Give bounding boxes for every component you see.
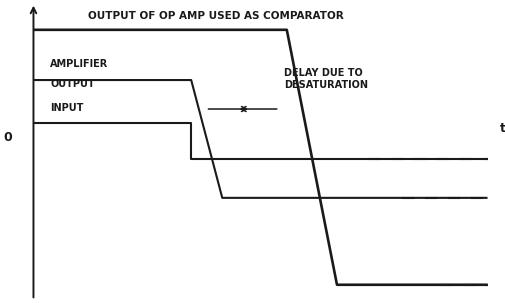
Text: 0: 0	[3, 132, 12, 145]
Text: AMPLIFIER: AMPLIFIER	[50, 59, 108, 69]
Text: t: t	[498, 122, 504, 135]
Text: DELAY DUE TO
DESATURATION: DELAY DUE TO DESATURATION	[284, 68, 368, 90]
Text: INPUT: INPUT	[50, 103, 83, 113]
Text: OUTPUT OF OP AMP USED AS COMPARATOR: OUTPUT OF OP AMP USED AS COMPARATOR	[88, 11, 343, 21]
Text: OUTPUT: OUTPUT	[50, 79, 94, 89]
